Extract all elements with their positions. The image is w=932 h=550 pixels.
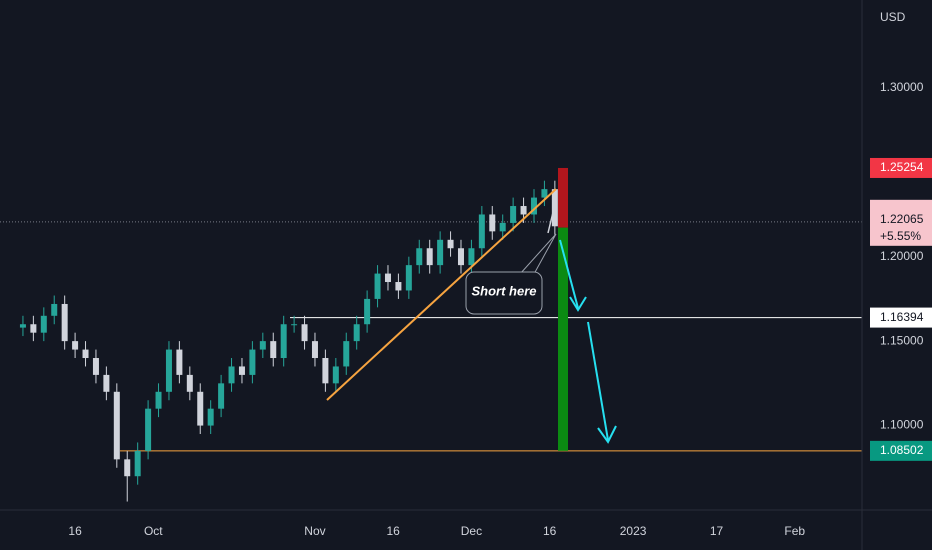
x-tick-label: Feb — [784, 524, 805, 538]
plot — [0, 167, 862, 502]
candle-body — [270, 341, 277, 359]
candle-body — [249, 349, 256, 375]
price-label-bg — [870, 307, 932, 328]
candle-body — [19, 324, 26, 328]
candle-body — [395, 282, 402, 291]
price-label-bg — [870, 157, 932, 178]
y-tick-label: 1.20000 — [880, 249, 924, 263]
x-tick-label: 16 — [68, 524, 82, 538]
candle-body — [426, 248, 433, 266]
candle-body — [155, 391, 162, 409]
candle-body — [176, 349, 183, 375]
candle-body — [218, 383, 225, 409]
trend-line — [326, 188, 557, 401]
candle-body — [353, 324, 360, 342]
x-tick-label: Nov — [304, 524, 325, 538]
candle-body — [124, 459, 131, 477]
candle-body — [40, 315, 47, 333]
candle-body — [103, 374, 110, 392]
price-label: 1.16394 — [880, 310, 924, 324]
candle-body — [416, 248, 423, 266]
candle-body — [489, 214, 496, 232]
candle-body — [384, 273, 391, 283]
stop-zone — [558, 167, 568, 228]
candle-body — [197, 391, 204, 426]
x-tick-label: Oct — [144, 524, 163, 538]
y-tick-label: 1.15000 — [880, 333, 924, 347]
arrow-head — [597, 425, 617, 444]
arrow-head — [569, 296, 587, 312]
x-tick-label: 2023 — [620, 524, 647, 538]
candle-body — [72, 341, 79, 350]
callout-box — [465, 271, 543, 315]
candle-body — [541, 189, 548, 198]
price-axis: 1.30000 1.20000 1.15000 1.10000 1.25254 1.163… — [870, 80, 932, 461]
candle-body — [61, 303, 68, 342]
arrow — [587, 321, 609, 441]
candle-body — [30, 324, 37, 333]
candle-body — [447, 239, 454, 249]
candle-body — [343, 341, 350, 367]
candle-body — [82, 349, 89, 359]
candle-body — [165, 349, 172, 392]
arrow — [559, 239, 579, 309]
candle-body — [280, 324, 287, 359]
target-zone — [558, 227, 568, 451]
x-tick-label: 16 — [387, 524, 401, 538]
candle-body — [238, 366, 245, 375]
candle-body — [207, 408, 214, 426]
candle-body — [374, 273, 381, 299]
current-price-label: 1.22065 — [880, 212, 924, 226]
candle-body — [134, 450, 141, 477]
candle-body — [478, 214, 485, 249]
candle-body — [510, 206, 517, 223]
candle-body — [92, 358, 99, 375]
current-price-bg — [870, 199, 932, 246]
y-tick-label: 1.30000 — [880, 80, 924, 94]
candle-body — [301, 324, 308, 342]
price-label: 1.25254 — [880, 160, 924, 174]
x-tick-label: Dec — [461, 524, 482, 538]
candle-body — [437, 239, 444, 266]
axis-label: USD — [880, 10, 906, 24]
candle-body — [457, 248, 464, 266]
price-label: 1.08502 — [880, 443, 924, 457]
x-tick-label: 17 — [710, 524, 724, 538]
candle-body — [520, 206, 527, 215]
candle-body — [405, 265, 412, 291]
candle-body — [51, 303, 58, 316]
candle-body — [291, 324, 298, 326]
candle-body — [145, 408, 152, 451]
annotation: Short here — [471, 283, 536, 298]
current-price-change: +5.55% — [880, 229, 921, 243]
price-label-bg — [870, 440, 932, 461]
callout-pointer — [519, 233, 557, 275]
candle-body — [311, 341, 318, 359]
candle-body — [530, 197, 537, 215]
candle-body — [259, 341, 266, 350]
candle-body — [186, 374, 193, 392]
y-tick-label: 1.10000 — [880, 418, 924, 432]
candle-body — [322, 358, 329, 384]
candle-body — [228, 366, 235, 384]
swing-line — [547, 199, 557, 234]
arrows — [559, 239, 617, 444]
candle-body — [332, 366, 339, 384]
candle-body — [499, 222, 506, 232]
x-tick-label: 16 — [543, 524, 557, 538]
candle-body — [364, 298, 371, 325]
candle-body — [468, 248, 475, 266]
candle-body — [113, 391, 120, 460]
